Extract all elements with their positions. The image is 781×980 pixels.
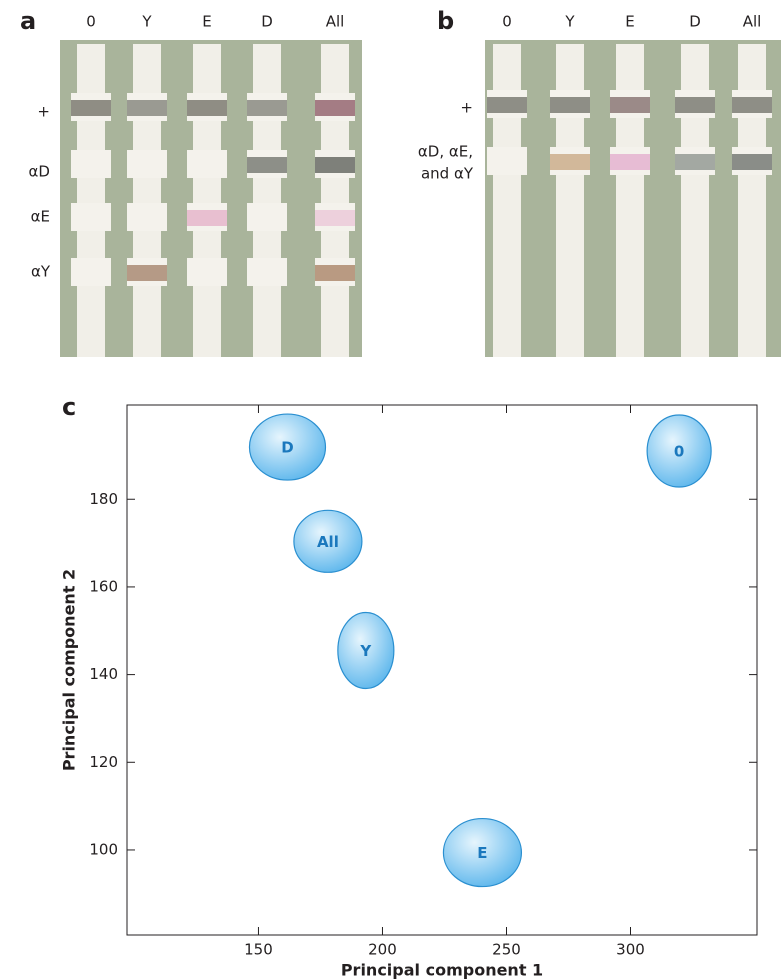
row-label: αD, αE,	[418, 143, 473, 161]
y-tick-label: 140	[89, 665, 118, 683]
column-label: D	[689, 13, 701, 31]
row-label: αE	[31, 208, 50, 226]
column-label: Y	[141, 13, 152, 31]
test-band	[675, 154, 715, 170]
strip-pad	[187, 258, 227, 286]
row-label: +	[460, 99, 473, 117]
test-band	[127, 100, 167, 116]
strip-pad	[71, 150, 111, 178]
strip	[193, 44, 221, 357]
panel-letter: c	[62, 393, 76, 421]
test-band	[487, 97, 527, 113]
test-band	[610, 97, 650, 113]
point	[337, 611, 395, 690]
point	[646, 414, 712, 488]
strip	[133, 44, 161, 357]
test-band	[610, 154, 650, 170]
test-band	[550, 154, 590, 170]
x-tick-label: 200	[368, 941, 397, 959]
column-label: E	[625, 13, 634, 31]
strip	[77, 44, 105, 357]
column-label: All	[743, 13, 762, 31]
point-label: All	[317, 533, 339, 551]
test-band	[675, 97, 715, 113]
strip-pad	[127, 203, 167, 231]
test-band	[247, 100, 287, 116]
strip	[321, 44, 349, 357]
test-band	[732, 97, 772, 113]
point	[293, 509, 363, 573]
strip	[253, 44, 281, 357]
test-band	[315, 265, 355, 281]
strip-pad	[187, 150, 227, 178]
test-band	[71, 100, 111, 116]
row-label: αD	[29, 163, 50, 181]
point-label: 0	[674, 443, 684, 461]
strip-pad	[127, 150, 167, 178]
plot-frame	[126, 404, 758, 936]
x-tick-label: 300	[616, 941, 645, 959]
y-axis-title: Principal component 2	[60, 569, 79, 771]
row-label: +	[37, 103, 50, 121]
x-axis-title: Principal component 1	[341, 961, 543, 980]
y-tick-label: 120	[89, 753, 118, 771]
test-band	[187, 100, 227, 116]
test-band	[315, 157, 355, 173]
test-band	[315, 100, 355, 116]
x-tick-label: 250	[492, 941, 521, 959]
column-label: 0	[502, 13, 512, 31]
point-label: Y	[359, 642, 372, 660]
strip-pad	[71, 203, 111, 231]
point-label: D	[281, 439, 293, 457]
point-label: E	[477, 844, 487, 862]
point	[442, 817, 523, 888]
column-label: Y	[564, 13, 575, 31]
strip-pad	[247, 203, 287, 231]
strip-pad	[247, 258, 287, 286]
row-label: and αY	[421, 165, 474, 183]
column-label: 0	[86, 13, 96, 31]
test-band	[187, 210, 227, 226]
column-label: D	[261, 13, 273, 31]
row-label: αY	[31, 263, 51, 281]
test-band	[127, 265, 167, 281]
panel-letter: a	[20, 7, 36, 35]
test-band	[550, 97, 590, 113]
test-band	[247, 157, 287, 173]
y-tick-label: 180	[89, 490, 118, 508]
test-band	[732, 154, 772, 170]
column-label: All	[326, 13, 345, 31]
x-tick-label: 150	[244, 941, 273, 959]
point	[248, 413, 327, 481]
y-tick-label: 160	[89, 577, 118, 595]
strip-pad	[487, 147, 527, 175]
strip-pad	[71, 258, 111, 286]
test-band	[315, 210, 355, 226]
y-tick-label: 100	[89, 840, 118, 858]
column-label: E	[202, 13, 211, 31]
panel-letter: b	[437, 7, 454, 35]
